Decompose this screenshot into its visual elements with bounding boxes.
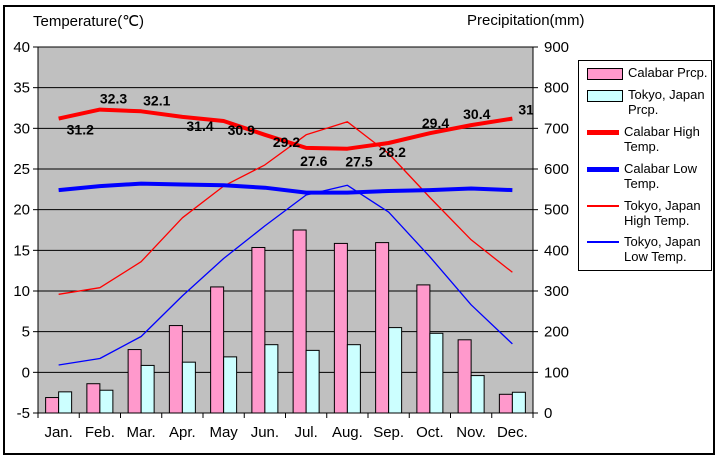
- tokyo-prcp-bar-feb: [99, 389, 114, 414]
- tokyo-prcp-bar-apr: [181, 361, 196, 414]
- calabar-high-label-apr: 31.4: [186, 118, 213, 134]
- legend-item-tokyo-low-temp: Tokyo, Japan Low Temp.: [587, 234, 709, 265]
- calabar-high-label-jul: 27.6: [300, 153, 327, 169]
- calabar-prcp-bar-mar: [127, 349, 142, 414]
- tokyo-prcp-bar-may: [223, 356, 238, 414]
- calabar-prcp-bar-oct: [416, 284, 431, 414]
- legend-item-tokyo-high-temp: Tokyo, Japan High Temp.: [587, 197, 709, 229]
- temp-tick-label-25: 25: [13, 161, 30, 178]
- calabar-high-label-mar: 32.1: [143, 92, 170, 108]
- temp-tick-label-5: 5: [22, 324, 30, 341]
- legend-swatch-5: [587, 241, 619, 244]
- legend-swatch-4: [587, 204, 619, 207]
- month-label-oct: Oct.: [416, 424, 444, 441]
- legend: Calabar Prcp. Tokyo, Japan Prcp. Calabar…: [578, 60, 712, 272]
- calabar-high-label-dec: 31: [518, 102, 534, 118]
- precip-tick-label-500: 500: [544, 202, 569, 219]
- month-label-mar: Mar.: [127, 424, 156, 441]
- temp-tick-label-10: 10: [13, 283, 30, 300]
- calabar-high-line: [58, 107, 513, 151]
- precip-tick-label-200: 200: [544, 324, 569, 341]
- month-label-aug: Aug.: [332, 424, 363, 441]
- calabar-high-label-aug: 27.5: [345, 154, 372, 170]
- chart-outer-border: [3, 5, 715, 455]
- temp-tick-label--5: -5: [17, 405, 30, 422]
- month-label-may: May: [209, 424, 238, 441]
- tokyo-prcp-bar-jul: [305, 349, 320, 414]
- legend-label-calabar-low-temp: Calabar Low Temp.: [624, 160, 697, 191]
- tokyo-prcp-bar-nov: [470, 375, 485, 414]
- month-label-feb: Feb.: [85, 424, 115, 441]
- tokyo-prcp-bar-oct: [429, 332, 444, 414]
- month-label-jun: Jun.: [251, 424, 279, 441]
- calabar-prcp-bar-dec: [498, 393, 513, 414]
- precip-tick-label-400: 400: [544, 242, 569, 259]
- temp-tick-label-40: 40: [13, 39, 30, 56]
- calabar-low-line: [58, 181, 513, 195]
- legend-item-calabar-high-temp: Calabar High Temp.: [587, 123, 709, 155]
- tokyo-prcp-bar-jan: [58, 391, 73, 414]
- precip-tick-label-300: 300: [544, 283, 569, 300]
- tokyo-prcp-bar-jun: [264, 344, 279, 414]
- legend-swatch-3: [587, 166, 619, 172]
- legend-label-tokyo-low-temp: Tokyo, Japan Low Temp.: [624, 234, 701, 265]
- month-label-jul: Jul.: [294, 424, 317, 441]
- calabar-high-label-oct: 29.4: [422, 115, 449, 131]
- calabar-prcp-bar-feb: [86, 383, 101, 414]
- precip-tick-label-900: 900: [544, 39, 569, 56]
- plot-background: [37, 46, 534, 414]
- calabar-prcp-bar-aug: [333, 242, 348, 414]
- temp-tick-label-0: 0: [22, 364, 30, 381]
- calabar-prcp-bar-jan: [45, 397, 60, 414]
- calabar-prcp-bar-apr: [168, 325, 183, 414]
- precip-tick-label-700: 700: [544, 120, 569, 137]
- calabar-high-label-sep: 28.2: [379, 144, 406, 160]
- month-label-jan: Jan.: [44, 424, 72, 441]
- month-label-sep: Sep.: [373, 424, 404, 441]
- temp-tick-label-30: 30: [13, 120, 30, 137]
- precip-axis-title: Precipitation(mm): [467, 12, 585, 29]
- tokyo-prcp-bar-dec: [511, 391, 526, 414]
- legend-label-calabar-high-temp: Calabar High Temp.: [624, 123, 700, 154]
- legend-item-calabar-prcp: Calabar Prcp.: [587, 65, 709, 81]
- temp-tick-label-15: 15: [13, 242, 30, 259]
- precip-tick-label-800: 800: [544, 80, 569, 97]
- calabar-high-label-jan: 31.2: [67, 122, 94, 138]
- calabar-high-label-may: 30.9: [228, 122, 255, 138]
- calabar-prcp-bar-jul: [292, 229, 307, 414]
- calabar-prcp-bar-may: [210, 286, 225, 414]
- calabar-prcp-bar-jun: [251, 246, 266, 414]
- tokyo-high-line: [58, 121, 513, 295]
- month-label-nov: Nov.: [456, 424, 486, 441]
- temp-tick-label-20: 20: [13, 202, 30, 219]
- month-label-apr: Apr.: [169, 424, 196, 441]
- precip-tick-label-0: 0: [544, 405, 552, 422]
- precip-tick-label-100: 100: [544, 364, 569, 381]
- legend-swatch-0: [587, 68, 623, 80]
- temp-tick-label-35: 35: [13, 80, 30, 97]
- temp-axis-title: Temperature(℃): [33, 13, 145, 30]
- calabar-high-label-nov: 30.4: [463, 106, 490, 122]
- month-label-dec: Dec.: [497, 424, 528, 441]
- tokyo-low-line: [58, 184, 513, 366]
- legend-item-calabar-low-temp: Calabar Low Temp.: [587, 160, 709, 192]
- legend-label-calabar-prcp: Calabar Prcp.: [628, 65, 708, 80]
- calabar-prcp-bar-nov: [457, 339, 472, 414]
- tokyo-prcp-bar-mar: [140, 364, 155, 414]
- legend-label-tokyo-prcp: Tokyo, Japan Prcp.: [628, 86, 705, 117]
- tokyo-prcp-bar-sep: [388, 327, 403, 414]
- calabar-high-label-jun: 29.2: [273, 134, 300, 150]
- legend-swatch-2: [587, 129, 619, 135]
- legend-label-tokyo-high-temp: Tokyo, Japan High Temp.: [624, 197, 701, 228]
- legend-swatch-1: [587, 89, 623, 102]
- legend-item-tokyo-prcp: Tokyo, Japan Prcp.: [587, 86, 709, 118]
- precip-tick-label-600: 600: [544, 161, 569, 178]
- calabar-high-label-feb: 32.3: [100, 91, 127, 107]
- tokyo-prcp-bar-aug: [346, 344, 361, 414]
- calabar-prcp-bar-sep: [375, 242, 390, 414]
